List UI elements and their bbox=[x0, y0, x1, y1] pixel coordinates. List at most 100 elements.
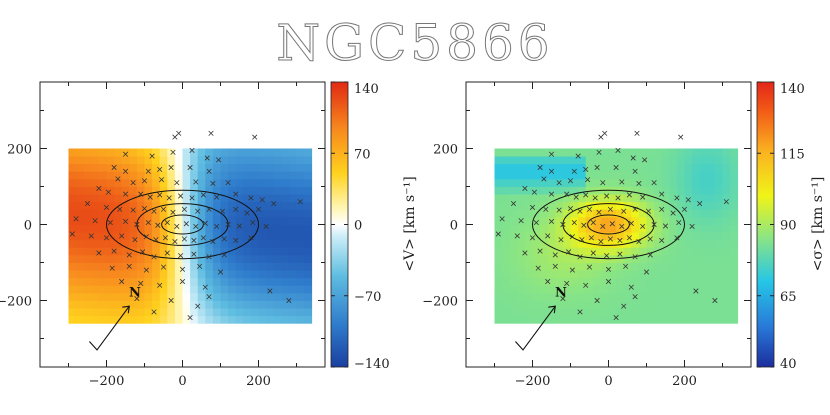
star-marker bbox=[187, 164, 193, 171]
map-cell bbox=[212, 163, 221, 172]
map-cell bbox=[182, 163, 191, 172]
star-marker bbox=[522, 185, 528, 191]
map-cell bbox=[296, 194, 305, 203]
star-marker bbox=[206, 294, 212, 300]
map-cell bbox=[631, 232, 640, 241]
map-cell bbox=[623, 270, 632, 279]
star-marker bbox=[621, 208, 627, 214]
map-cell bbox=[205, 148, 214, 157]
map-cell bbox=[585, 194, 594, 203]
map-cell bbox=[494, 270, 503, 279]
map-cell bbox=[570, 239, 579, 248]
map-cell bbox=[288, 201, 297, 210]
map-cell bbox=[98, 171, 107, 180]
map-cell bbox=[288, 216, 297, 225]
map-cell bbox=[152, 292, 161, 301]
map-cell bbox=[220, 163, 229, 172]
map-cell bbox=[235, 216, 244, 225]
map-cell bbox=[714, 262, 723, 271]
map-cell bbox=[273, 186, 282, 195]
map-cell bbox=[228, 300, 237, 309]
map-cell bbox=[76, 308, 85, 317]
map-cell bbox=[76, 270, 85, 279]
map-cell bbox=[707, 262, 716, 271]
map-cell bbox=[714, 270, 723, 279]
map-cell bbox=[197, 171, 206, 180]
map-cell bbox=[646, 216, 655, 225]
star-marker bbox=[585, 177, 591, 183]
map-cell bbox=[68, 209, 77, 218]
map-cell bbox=[532, 148, 541, 157]
map-cell bbox=[593, 308, 602, 317]
map-cell bbox=[136, 315, 145, 324]
map-cell bbox=[144, 201, 153, 210]
map-cell bbox=[570, 194, 579, 203]
map-cell bbox=[707, 239, 716, 248]
star-marker bbox=[219, 208, 225, 214]
map-cell bbox=[502, 247, 511, 256]
map-cell bbox=[98, 163, 107, 172]
star-marker bbox=[640, 194, 646, 200]
map-cell bbox=[121, 292, 130, 301]
star-marker bbox=[605, 266, 612, 272]
map-cell bbox=[547, 178, 556, 187]
map-cell bbox=[98, 224, 107, 233]
map-cell bbox=[692, 201, 701, 210]
map-cell bbox=[197, 277, 206, 286]
map-cell bbox=[114, 315, 123, 324]
map-cell bbox=[296, 216, 305, 225]
map-cell bbox=[250, 148, 259, 157]
star-marker bbox=[543, 206, 549, 212]
map-cell bbox=[646, 156, 655, 165]
map-cell bbox=[661, 186, 670, 195]
map-cell bbox=[509, 300, 518, 309]
colorbar-tick-label: −140 bbox=[354, 357, 390, 372]
map-cell bbox=[707, 315, 716, 324]
map-cell bbox=[616, 163, 625, 172]
map-cell bbox=[98, 270, 107, 279]
star-marker bbox=[632, 168, 638, 174]
map-cell bbox=[540, 224, 549, 233]
star-marker bbox=[166, 195, 172, 201]
map-cell bbox=[547, 270, 556, 279]
map-cell bbox=[136, 156, 145, 165]
map-cell bbox=[114, 247, 123, 256]
star-marker bbox=[577, 208, 583, 214]
star-marker bbox=[202, 284, 208, 290]
map-cell bbox=[517, 171, 526, 180]
map-cell bbox=[258, 285, 267, 294]
star-marker bbox=[647, 252, 653, 258]
map-cell bbox=[714, 247, 723, 256]
map-cell bbox=[638, 186, 647, 195]
map-cell bbox=[273, 201, 282, 210]
map-cell bbox=[144, 270, 153, 279]
map-cell bbox=[121, 254, 130, 263]
map-cell bbox=[250, 171, 259, 180]
star-marker bbox=[596, 209, 602, 215]
map-cell bbox=[692, 300, 701, 309]
map-cell bbox=[517, 277, 526, 286]
map-cell bbox=[76, 300, 85, 309]
map-cell bbox=[144, 194, 153, 203]
map-cell bbox=[304, 285, 313, 294]
map-cell bbox=[684, 277, 693, 286]
map-cell bbox=[114, 285, 123, 294]
map-cell bbox=[129, 315, 138, 324]
map-cell bbox=[502, 315, 511, 324]
colorbar-tick-label: 65 bbox=[780, 290, 797, 305]
map-cell bbox=[190, 292, 199, 301]
x-tick-label: 0 bbox=[178, 374, 186, 389]
map-cell bbox=[197, 178, 206, 187]
map-cell bbox=[114, 277, 123, 286]
map-cell bbox=[547, 262, 556, 271]
map-cell bbox=[646, 300, 655, 309]
map-cell bbox=[281, 163, 290, 172]
star-marker bbox=[723, 199, 729, 205]
map-cell bbox=[152, 247, 161, 256]
map-cell bbox=[631, 270, 640, 279]
map-cell bbox=[83, 201, 92, 210]
star-marker bbox=[662, 223, 669, 229]
map-cell bbox=[273, 156, 282, 165]
map-cell bbox=[281, 186, 290, 195]
map-cell bbox=[304, 262, 313, 271]
